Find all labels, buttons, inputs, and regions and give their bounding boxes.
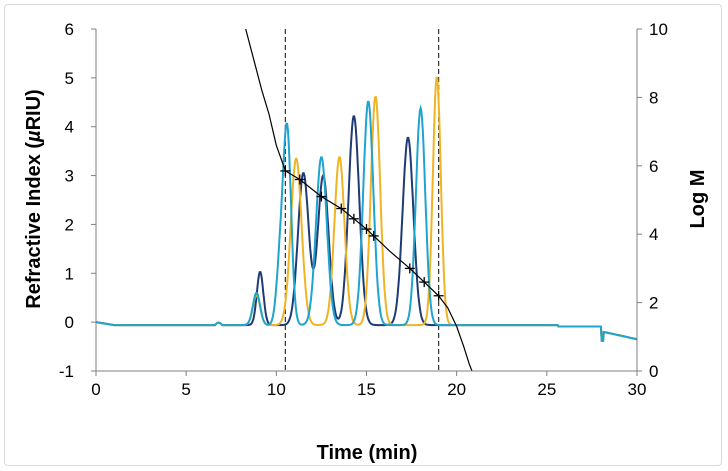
calibration-point-2 <box>316 191 327 202</box>
y-axis-title: Refractive Index (µRIU) <box>23 89 45 308</box>
series-line-2 <box>96 100 637 342</box>
y-axis-title-part1: Refractive Index ( <box>23 142 45 309</box>
y2-tick-label-4: 8 <box>649 88 658 107</box>
y-tick-label-1: 0 <box>65 313 74 332</box>
calibration-point-8 <box>419 277 430 288</box>
calibration-group <box>245 29 473 371</box>
y-tick-label-0: -1 <box>59 362 74 381</box>
y2-tick-label-0: 0 <box>649 362 658 381</box>
calibration-point-3 <box>336 203 347 214</box>
y2-tick-label-1: 2 <box>649 294 658 313</box>
y-axis-title-part2: RIU) <box>23 89 45 130</box>
y2-tick-label-5: 10 <box>649 20 668 39</box>
y2-tick-label-3: 6 <box>649 157 658 176</box>
calibration-point-6 <box>368 230 379 241</box>
y-axis-title-mu: µ <box>23 130 45 143</box>
calibration-point-7 <box>404 263 415 274</box>
series-group <box>96 76 637 342</box>
axes-group: 0 5 10 15 20 25 30 -1 0 1 2 3 4 5 6 0 2 4 6 8 10 <box>59 20 668 399</box>
x-axis-title: Time (min) <box>317 442 418 464</box>
x-tick-label-4: 20 <box>447 380 466 399</box>
y-tick-label-7: 6 <box>65 20 74 39</box>
chart-frame <box>4 4 722 466</box>
x-tick-label-2: 10 <box>267 380 286 399</box>
x-tick-label-1: 5 <box>181 380 190 399</box>
x-tick-label-3: 15 <box>357 380 376 399</box>
calibration-point-5 <box>361 224 372 235</box>
calibration-point-9 <box>433 290 444 301</box>
y-tick-label-3: 2 <box>65 215 74 234</box>
y-tick-label-2: 1 <box>65 264 74 283</box>
calibration-point-4 <box>348 213 359 224</box>
y2-axis-title: Log M <box>687 170 709 229</box>
x-tick-label-6: 30 <box>628 380 647 399</box>
x-tick-label-5: 25 <box>537 380 556 399</box>
y-tick-label-6: 5 <box>65 69 74 88</box>
y2-tick-label-2: 4 <box>649 225 658 244</box>
calibration-point-0 <box>280 165 291 176</box>
y-tick-label-4: 3 <box>65 167 74 186</box>
calibration-point-1 <box>294 174 305 185</box>
x-tick-label-0: 0 <box>91 380 100 399</box>
y-tick-label-5: 4 <box>65 118 74 137</box>
